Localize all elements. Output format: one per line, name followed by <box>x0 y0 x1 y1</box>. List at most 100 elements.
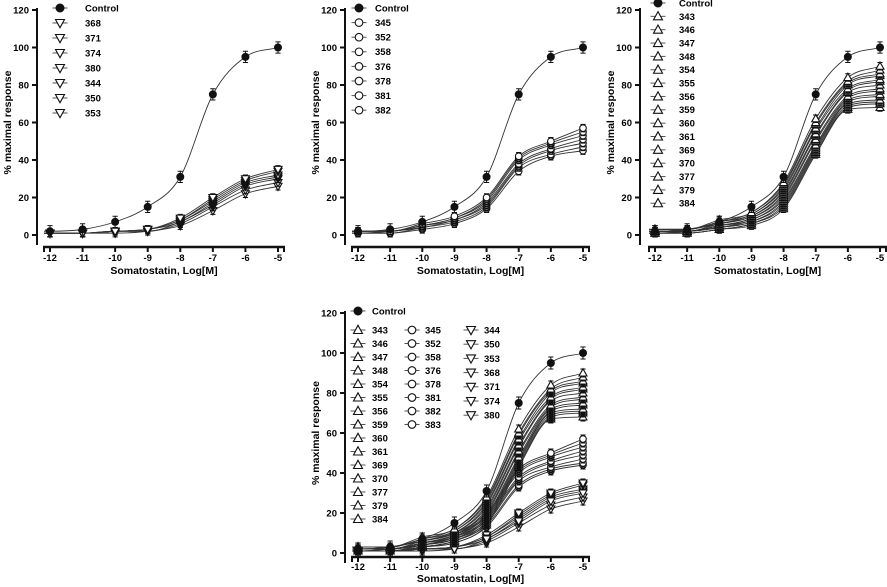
svg-text:60: 60 <box>326 428 337 439</box>
legend-label-Control: Control <box>85 3 119 14</box>
svg-text:-11: -11 <box>384 562 398 573</box>
svg-text:-10: -10 <box>415 562 429 573</box>
svg-text:-6: -6 <box>241 253 249 264</box>
panel-bottom: 0 20 40 60 80 100 120 -12 -11 -10 -9 -8 -7 -6 -5 Somato… <box>310 306 590 585</box>
curves-top-left <box>43 47 279 234</box>
legend-top-middle: Control 345 352 358 376 378 381 382 <box>351 3 409 117</box>
legend-label-Control: Control <box>375 3 409 14</box>
svg-text:100: 100 <box>616 43 632 54</box>
x-axis-title: Somatostatin, Log[M] <box>714 265 821 277</box>
svg-text:60: 60 <box>621 118 632 129</box>
svg-text:-9: -9 <box>450 253 458 264</box>
svg-text:80: 80 <box>326 80 337 91</box>
legend-label-376: 376 <box>375 62 391 73</box>
legend-label-369: 369 <box>372 460 388 471</box>
svg-text:-5: -5 <box>579 562 588 573</box>
points-top-right <box>650 41 885 238</box>
svg-text:20: 20 <box>18 193 29 204</box>
legend-label-356: 356 <box>372 406 388 417</box>
legend-label-344: 344 <box>484 325 501 336</box>
x-axis-title: Somatostatin, Log[M] <box>417 573 524 585</box>
svg-text:-12: -12 <box>351 562 365 573</box>
svg-text:100: 100 <box>321 43 337 54</box>
svg-text:-6: -6 <box>547 253 555 264</box>
svg-text:120: 120 <box>13 5 29 16</box>
legend-label-353: 353 <box>85 108 101 119</box>
svg-text:-6: -6 <box>844 253 852 264</box>
legend-label-379: 379 <box>679 185 695 196</box>
legend-label-359: 359 <box>372 420 388 431</box>
svg-text:-11: -11 <box>681 253 695 264</box>
legend-label-350: 350 <box>85 93 101 104</box>
y-axis-title: % maximal response <box>310 70 322 174</box>
legend-label-378: 378 <box>375 76 391 87</box>
svg-text:-7: -7 <box>514 562 522 573</box>
legend-label-353: 353 <box>484 354 500 365</box>
svg-text:-5: -5 <box>274 253 283 264</box>
legend-label-377: 377 <box>372 487 388 498</box>
legend-label-374: 374 <box>484 396 501 407</box>
legend-label-368: 368 <box>484 368 500 379</box>
legend-label-345: 345 <box>425 325 442 336</box>
points-top-middle <box>354 41 587 238</box>
svg-text:20: 20 <box>326 193 337 204</box>
legend-label-382: 382 <box>425 406 441 417</box>
svg-text:0: 0 <box>332 548 337 559</box>
legend-label-Control: Control <box>372 306 406 317</box>
legend-label-376: 376 <box>425 366 441 377</box>
legend-label-377: 377 <box>679 172 695 183</box>
panel-top-middle: 0 20 40 60 80 100 120 -12 -11 -10 -9 -8 -7 -6 -5 Somato… <box>310 3 590 277</box>
legend-label-358: 358 <box>425 352 441 363</box>
svg-text:-12: -12 <box>43 253 57 264</box>
legend-label-380: 380 <box>85 63 101 74</box>
svg-text:-9: -9 <box>143 253 151 264</box>
legend-label-378: 378 <box>425 379 441 390</box>
svg-text:-6: -6 <box>547 562 555 573</box>
legend-label-368: 368 <box>85 18 101 29</box>
legend-label-381: 381 <box>375 91 392 102</box>
svg-text:40: 40 <box>18 155 29 166</box>
series-Control <box>651 41 884 238</box>
svg-text:-8: -8 <box>482 562 490 573</box>
legend-label-360: 360 <box>679 119 695 130</box>
axes-top-middle: 0 20 40 60 80 100 120 -12 -11 -10 -9 -8 -7 -6 -5 Somato… <box>310 5 590 277</box>
legend-label-356: 356 <box>679 92 695 103</box>
legend-label-355: 355 <box>372 393 389 404</box>
legend-label-354: 354 <box>679 65 696 76</box>
panel-top-right: 0 20 40 60 80 100 120 -12 -11 -10 -9 -8 -7 -6 -5 Somato… <box>605 0 887 277</box>
svg-text:-10: -10 <box>108 253 122 264</box>
legend-label-384: 384 <box>679 199 696 210</box>
legend-label-371: 371 <box>484 382 501 393</box>
svg-text:0: 0 <box>627 230 632 241</box>
svg-text:-12: -12 <box>648 253 662 264</box>
series-Control <box>46 41 282 238</box>
curve-Control <box>43 47 279 232</box>
legend-label-361: 361 <box>679 132 696 143</box>
legend-label-370: 370 <box>372 474 388 485</box>
legend-label-345: 345 <box>375 18 392 29</box>
legend-top-right: Control 343 346 347 348 354 355 356 359 360 361 369… <box>650 0 713 210</box>
svg-text:-9: -9 <box>747 253 755 264</box>
legend-label-352: 352 <box>425 339 441 350</box>
svg-text:100: 100 <box>321 348 337 359</box>
legend-label-343: 343 <box>679 12 695 23</box>
svg-text:40: 40 <box>326 155 337 166</box>
legend-label-348: 348 <box>679 52 695 63</box>
legend-label-343: 343 <box>372 325 388 336</box>
svg-text:-8: -8 <box>482 253 490 264</box>
svg-text:100: 100 <box>13 43 29 54</box>
svg-text:-8: -8 <box>779 253 787 264</box>
svg-text:-11: -11 <box>384 253 398 264</box>
svg-text:120: 120 <box>321 5 337 16</box>
legend-label-346: 346 <box>372 339 388 350</box>
legend-label-359: 359 <box>679 105 695 116</box>
svg-text:20: 20 <box>621 193 632 204</box>
svg-text:120: 120 <box>321 308 337 319</box>
legend-label-384: 384 <box>372 514 389 525</box>
svg-text:40: 40 <box>621 155 632 166</box>
legend-label-382: 382 <box>375 106 391 117</box>
axes-top-right: 0 20 40 60 80 100 120 -12 -11 -10 -9 -8 -7 -6 -5 Somato… <box>605 5 887 277</box>
y-axis-title: % maximal response <box>2 70 14 174</box>
legend-label-361: 361 <box>372 447 389 458</box>
svg-text:40: 40 <box>326 468 337 479</box>
